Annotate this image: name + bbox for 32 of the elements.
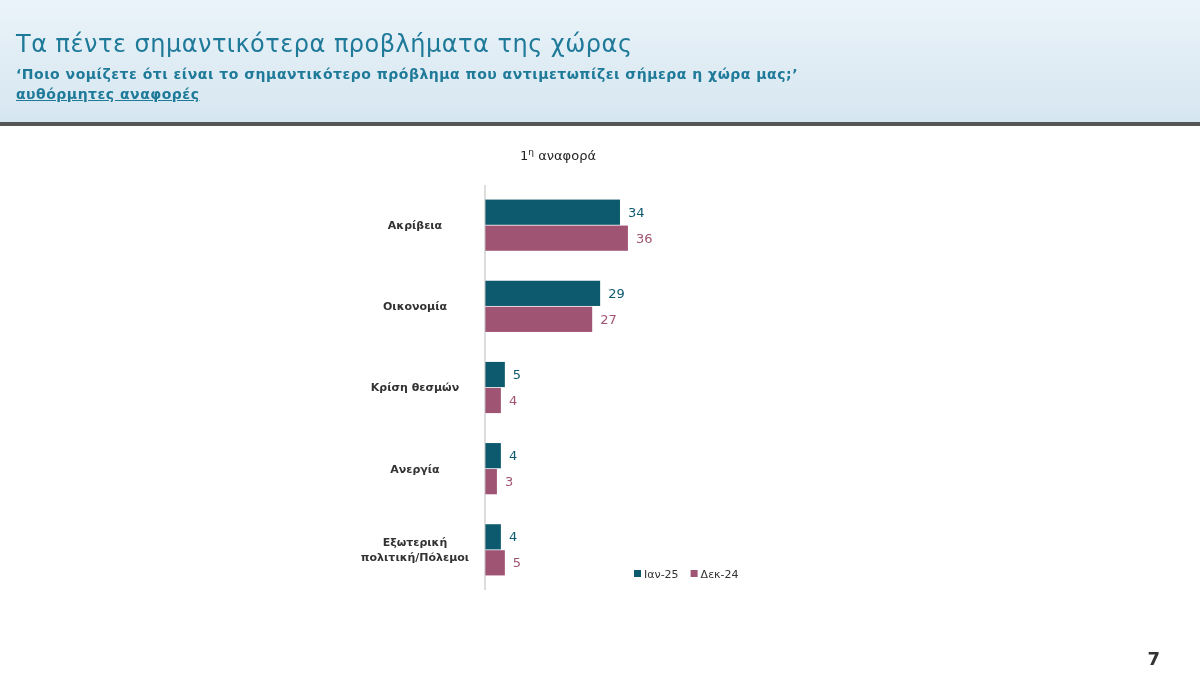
y-tick-label: Εξωτερική πολιτική/Πόλεμοι <box>360 536 470 565</box>
data-label: 3 <box>504 474 514 490</box>
text: 7 <box>1147 648 1160 669</box>
data-label: 4 <box>508 393 518 409</box>
data-label: 27 <box>600 311 617 327</box>
bar <box>485 199 620 225</box>
data-label: 29 <box>608 285 625 301</box>
data-label: 36 <box>635 230 653 246</box>
bar <box>485 387 501 414</box>
bar <box>485 550 505 576</box>
bar <box>485 361 505 388</box>
chart-subtitle: ‘Ποιο νομίζετε ότι είναι το σημαντικότερο πρόβλημα που αντιμετωπίζει σήμερα η χώρα μας;’ <box>16 66 798 82</box>
bar <box>485 469 497 495</box>
bar <box>485 443 501 469</box>
bar <box>485 524 501 550</box>
bar <box>485 280 601 306</box>
data-label: 4 <box>508 529 518 545</box>
legend-label: Ιαν-25 <box>644 567 679 581</box>
legend-label: Δεκ-24 <box>700 567 739 581</box>
bar <box>485 306 593 332</box>
bar <box>485 225 628 251</box>
data-label: 5 <box>512 555 522 571</box>
text: αυθόρμητες αναφορές <box>16 86 200 102</box>
data-label: 34 <box>627 204 645 220</box>
data-label: 4 <box>508 448 518 464</box>
y-tick-label: Κρίση θεσμών <box>370 381 460 395</box>
chart-title: Τα πέντε σημαντικότερα προβλήματα της χώρας <box>16 30 633 58</box>
data-label: 5 <box>512 367 522 383</box>
y-tick-label: Ακρίβεια <box>387 219 443 233</box>
y-tick-label: Οικονομία <box>383 300 448 314</box>
y-tick-label: Ανεργία <box>390 462 441 476</box>
text: 1$^{η}$ αναφορά <box>520 147 596 163</box>
